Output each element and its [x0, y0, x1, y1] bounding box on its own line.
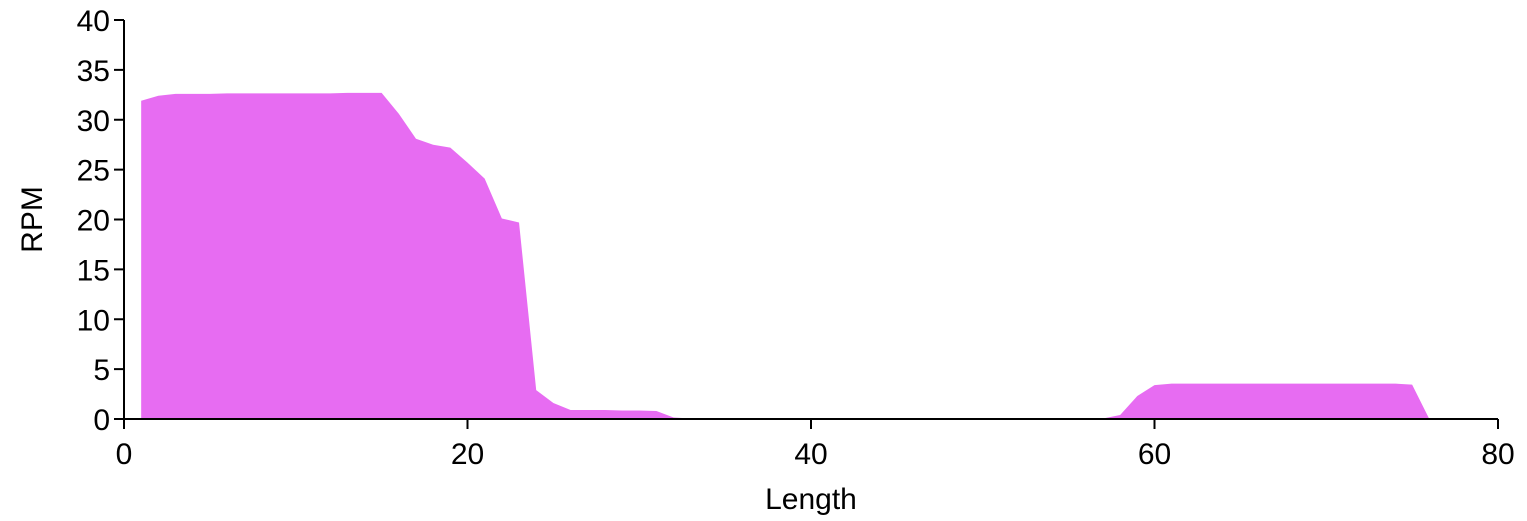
- plot-area: [141, 92, 1430, 419]
- y-tick-label: 10: [77, 304, 110, 337]
- y-tick-label: 30: [77, 105, 110, 138]
- x-tick-label: 20: [451, 438, 484, 471]
- y-tick-label: 25: [77, 155, 110, 188]
- x-tick-label: 60: [1138, 438, 1171, 471]
- x-tick-label: 0: [116, 438, 133, 471]
- rpm-area: [141, 92, 1430, 419]
- y-tick-label: 0: [93, 404, 110, 437]
- x-tick-label: 80: [1481, 438, 1514, 471]
- y-tick-label: 20: [77, 205, 110, 238]
- y-axis-ticks: 0 5 10 15 20 25 30 35 40: [77, 5, 124, 437]
- x-tick-label: 40: [794, 438, 827, 471]
- y-axis-title: RPM: [16, 186, 49, 253]
- y-tick-label: 15: [77, 254, 110, 287]
- y-tick-label: 5: [93, 354, 110, 387]
- y-tick-label: 40: [77, 5, 110, 38]
- x-axis-ticks: 0 20 40 60 80: [116, 419, 1515, 471]
- y-tick-label: 35: [77, 55, 110, 88]
- x-axis-title: Length: [765, 483, 857, 516]
